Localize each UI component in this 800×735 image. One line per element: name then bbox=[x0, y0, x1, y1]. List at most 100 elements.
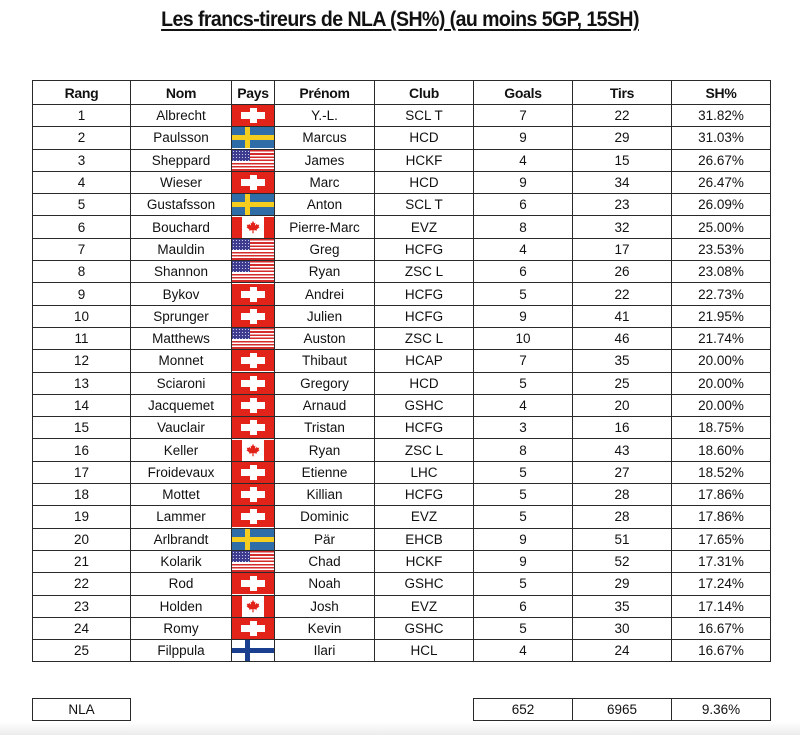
cell-prenom: Etienne bbox=[274, 460, 375, 485]
cell-sh: 23.08% bbox=[671, 260, 771, 284]
cell-goals: 6 bbox=[473, 260, 573, 284]
cell-sh: 18.60% bbox=[671, 438, 771, 462]
cell-nom: Paulsson bbox=[130, 126, 232, 150]
cell-rang: 11 bbox=[32, 326, 131, 351]
cell-nom: Rod bbox=[130, 572, 232, 596]
cell-rang: 24 bbox=[32, 616, 131, 641]
table-row: 6 Bouchard Pierre-Marc EVZ 8 32 25.00% bbox=[32, 215, 771, 239]
usa-flag-icon bbox=[232, 239, 274, 260]
cell-pays bbox=[231, 304, 275, 328]
switzerland-flag-icon bbox=[232, 105, 274, 126]
cell-sh: 23.53% bbox=[671, 237, 771, 262]
header-nom: Nom bbox=[130, 80, 232, 105]
cell-sh: 20.00% bbox=[671, 371, 771, 395]
cell-tirs: 16 bbox=[572, 416, 672, 440]
cell-goals: 5 bbox=[473, 460, 573, 485]
table-row: 11 Matthews Auston ZSC L 10 46 21.74% bbox=[32, 326, 771, 351]
table-row: 18 Mottet Killian HCFG 5 28 17.86% bbox=[32, 483, 771, 507]
table-row: 3 Sheppard James HCKF 4 15 26.67% bbox=[32, 148, 771, 172]
cell-pays bbox=[231, 282, 275, 306]
cell-rang: 7 bbox=[32, 237, 131, 262]
switzerland-flag-icon bbox=[232, 306, 274, 327]
cell-rang: 19 bbox=[32, 505, 131, 529]
cell-goals: 9 bbox=[473, 304, 573, 328]
cell-sh: 21.74% bbox=[671, 326, 771, 351]
cell-prenom: Gregory bbox=[274, 371, 375, 395]
cell-goals: 7 bbox=[473, 103, 573, 128]
cell-prenom: James bbox=[274, 148, 375, 172]
usa-flag-icon bbox=[232, 150, 274, 171]
cell-pays bbox=[231, 527, 275, 551]
cell-sh: 17.31% bbox=[671, 549, 771, 574]
cell-tirs: 29 bbox=[572, 572, 672, 596]
cell-nom: Holden bbox=[130, 594, 232, 618]
cell-nom: Bouchard bbox=[130, 215, 232, 239]
cell-tirs: 30 bbox=[572, 616, 672, 641]
switzerland-flag-icon bbox=[232, 283, 274, 305]
cell-prenom: Marc bbox=[274, 170, 375, 195]
shooting-percentage-table: Rang Nom Pays Prénom Club Goals Tirs SH%… bbox=[32, 80, 771, 663]
cell-goals: 9 bbox=[473, 549, 573, 574]
cell-prenom: Auston bbox=[274, 326, 375, 351]
cell-pays bbox=[231, 215, 275, 239]
cell-nom: Monnet bbox=[130, 349, 232, 373]
cell-goals: 5 bbox=[473, 572, 573, 596]
cell-nom: Sprunger bbox=[130, 304, 232, 328]
cell-tirs: 27 bbox=[572, 460, 672, 485]
cell-tirs: 35 bbox=[572, 594, 672, 618]
cell-club: LHC bbox=[374, 460, 474, 485]
switzerland-flag-icon bbox=[232, 350, 274, 372]
cell-goals: 6 bbox=[473, 594, 573, 618]
cell-pays bbox=[231, 170, 275, 195]
cell-rang: 16 bbox=[32, 438, 131, 462]
cell-sh: 31.82% bbox=[671, 103, 771, 128]
cell-rang: 9 bbox=[32, 282, 131, 306]
cell-pays bbox=[231, 549, 275, 574]
cell-prenom: Pierre-Marc bbox=[274, 215, 375, 239]
table-row: 9 Bykov Andrei HCFG 5 22 22.73% bbox=[32, 282, 771, 306]
cell-rang: 10 bbox=[32, 304, 131, 328]
switzerland-flag-icon bbox=[232, 395, 274, 416]
canada-flag-icon bbox=[232, 596, 274, 617]
table-row: 25 Filppula Ilari HCL 4 24 16.67% bbox=[32, 639, 771, 663]
switzerland-flag-icon bbox=[232, 462, 274, 483]
cell-goals: 9 bbox=[473, 170, 573, 195]
cell-rang: 14 bbox=[32, 393, 131, 418]
cell-prenom: Arnaud bbox=[274, 393, 375, 418]
header-club: Club bbox=[374, 80, 474, 105]
cell-goals: 9 bbox=[473, 126, 573, 150]
header-tirs: Tirs bbox=[572, 80, 672, 105]
cell-tirs: 35 bbox=[572, 349, 672, 373]
cell-tirs: 34 bbox=[572, 170, 672, 195]
table-row: 14 Jacquemet Arnaud GSHC 4 20 20.00% bbox=[32, 393, 771, 418]
cell-club: HCD bbox=[374, 170, 474, 195]
table-row: 7 Mauldin Greg HCFG 4 17 23.53% bbox=[32, 237, 771, 262]
switzerland-flag-icon bbox=[232, 373, 274, 394]
table-row: 12 Monnet Thibaut HCAP 7 35 20.00% bbox=[32, 349, 771, 373]
cell-club: HCD bbox=[374, 126, 474, 150]
cell-goals: 5 bbox=[473, 371, 573, 395]
switzerland-flag-icon bbox=[232, 417, 274, 438]
cell-nom: Matthews bbox=[130, 326, 232, 351]
cell-club: HCD bbox=[374, 371, 474, 395]
cell-tirs: 22 bbox=[572, 103, 672, 128]
switzerland-flag-icon bbox=[232, 618, 274, 639]
cell-pays bbox=[231, 594, 275, 618]
cell-sh: 16.67% bbox=[671, 639, 771, 663]
cell-prenom: Thibaut bbox=[274, 349, 375, 373]
cell-goals: 9 bbox=[473, 527, 573, 551]
sweden-flag-icon bbox=[232, 529, 274, 550]
cell-tirs: 22 bbox=[572, 282, 672, 306]
cell-rang: 18 bbox=[32, 483, 131, 507]
cell-club: GSHC bbox=[374, 393, 474, 418]
cell-nom: Kolarik bbox=[130, 549, 232, 574]
switzerland-flag-icon bbox=[232, 573, 274, 595]
cell-sh: 17.86% bbox=[671, 483, 771, 507]
cell-goals: 3 bbox=[473, 416, 573, 440]
sweden-flag-icon bbox=[232, 127, 274, 149]
cell-prenom: Ryan bbox=[274, 438, 375, 462]
cell-prenom: Greg bbox=[274, 237, 375, 262]
cell-nom: Lammer bbox=[130, 505, 232, 529]
cell-nom: Froidevaux bbox=[130, 460, 232, 485]
cell-rang: 22 bbox=[32, 572, 131, 596]
